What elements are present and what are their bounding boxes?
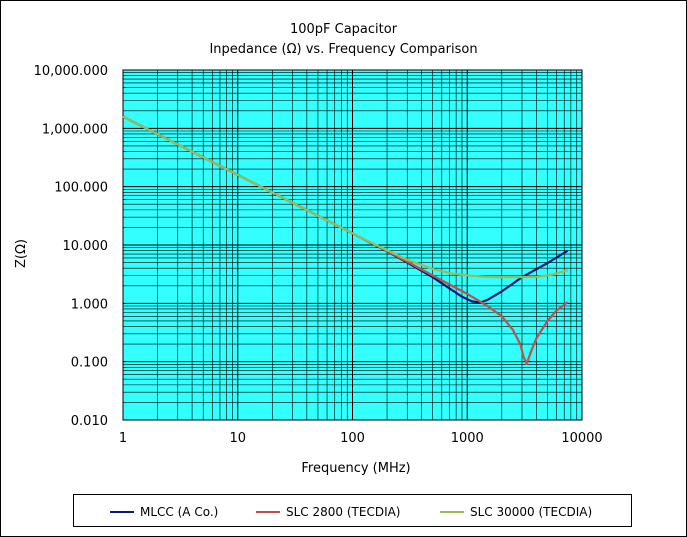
series-line-2 — [122, 115, 569, 279]
legend-label-slc30000: SLC 30000 (TECDIA) — [470, 505, 593, 519]
x-tick-label: 10000 — [561, 431, 602, 446]
y-tick-label: 1.000 — [71, 297, 108, 312]
y-tick-label: 10,000.000 — [34, 64, 108, 79]
legend: MLCC (A Co.) SLC 2800 (TECDIA) SLC 30000… — [73, 494, 632, 527]
y-tick-label: 100.000 — [54, 181, 108, 196]
legend-label-slc2800: SLC 2800 (TECDIA) — [286, 505, 401, 519]
legend-item-slc2800: SLC 2800 (TECDIA) — [256, 505, 401, 519]
x-tick-label: 100 — [340, 431, 365, 446]
legend-swatch-slc2800 — [256, 511, 280, 513]
x-tick-label: 1000 — [451, 431, 484, 446]
x-tick-label: 1 — [119, 431, 127, 446]
chart-title: 100pF Capacitor — [289, 22, 398, 37]
y-tick-label: 0.010 — [71, 414, 108, 429]
y-tick-label: 1,000.000 — [42, 122, 108, 137]
legend-swatch-slc30000 — [440, 511, 464, 513]
legend-item-slc30000: SLC 30000 (TECDIA) — [440, 505, 592, 519]
legend-item-mlcc: MLCC (A Co.) — [110, 505, 218, 519]
y-tick-label: 10.000 — [63, 239, 109, 254]
legend-swatch-mlcc — [110, 511, 134, 513]
y-axis-label: Z(Ω) — [14, 239, 29, 268]
chart-subtitle: Inpedance (Ω) vs. Frequency Comparison — [209, 42, 478, 57]
legend-label-mlcc: MLCC (A Co.) — [140, 505, 219, 519]
x-tick-label: 10 — [229, 431, 246, 446]
y-tick-label: 0.100 — [71, 356, 108, 371]
x-axis-label: Frequency (MHz) — [301, 461, 411, 476]
